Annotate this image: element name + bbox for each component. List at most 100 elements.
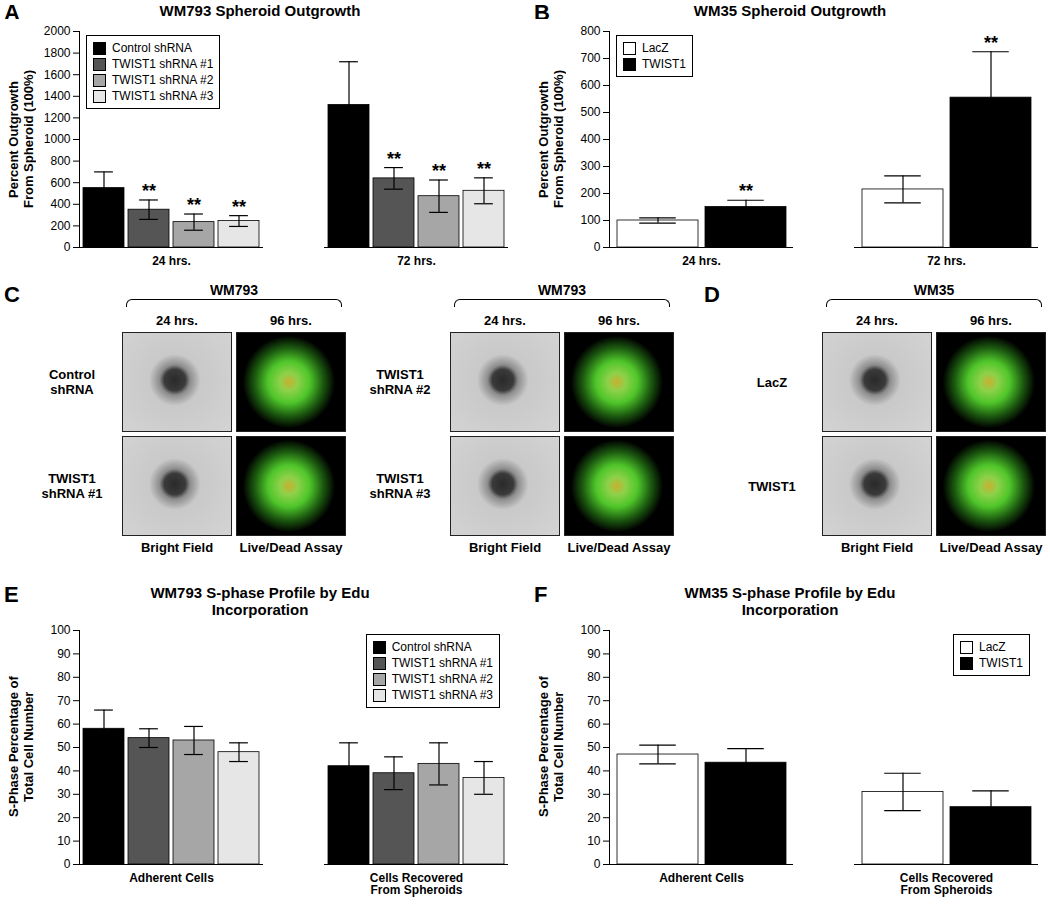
html-text:Total Cell Number: Total Cell Number <box>551 691 566 803</box>
html-text:TWIST1: TWIST1 <box>748 478 796 494</box>
svg-text:50: 50 <box>57 740 71 754</box>
svg-text:20: 20 <box>57 811 71 825</box>
svg-text:Adherent Cells: Adherent Cells <box>659 871 744 885</box>
svg-text:200: 200 <box>580 186 600 200</box>
svg-text:Cells RecoveredFrom Spheroids: Cells RecoveredFrom Spheroids <box>900 871 993 897</box>
html-text:WM793 S-phase Profile by Edu I: WM793 S-phase Profile by Edu Incorporati… <box>150 584 370 618</box>
html-text:TWIST1 shRNA #1: TWIST1 shRNA #1 <box>112 57 214 71</box>
svg-text:**: ** <box>142 181 156 201</box>
svg-text:**: ** <box>187 195 201 215</box>
html-text:Live/Dead Assay: Live/Dead Assay <box>939 540 1043 555</box>
svg-text:100: 100 <box>50 623 70 637</box>
svg-text:600: 600 <box>580 78 600 92</box>
svg-text:70: 70 <box>57 694 71 708</box>
svg-text:**: ** <box>477 159 491 179</box>
html-text:TWIST1 shRNA #2: TWIST1 shRNA #2 <box>369 367 431 397</box>
svg-text:600: 600 <box>50 176 70 190</box>
html-text:Total Cell Number: Total Cell Number <box>21 691 36 803</box>
svg-text:100: 100 <box>580 213 600 227</box>
svg-text:1600: 1600 <box>44 68 71 82</box>
svg-text:70: 70 <box>587 694 601 708</box>
svg-text:500: 500 <box>580 105 600 119</box>
html-text:A: A <box>4 0 20 25</box>
svg-text:90: 90 <box>57 647 71 661</box>
svg-text:60: 60 <box>587 717 601 731</box>
svg-text:80: 80 <box>587 670 601 684</box>
html-text:WM793: WM793 <box>209 282 259 298</box>
html-text:Percent Outgrowth: Percent Outgrowth <box>6 80 21 198</box>
html-text:WM793: WM793 <box>537 282 587 298</box>
html-text:LacZ: LacZ <box>756 374 788 390</box>
html-text:96 hrs.: 96 hrs. <box>270 313 312 328</box>
svg-text:**: ** <box>984 33 998 53</box>
svg-text:60: 60 <box>57 717 71 731</box>
svg-text:**: ** <box>232 197 246 217</box>
svg-text:20: 20 <box>587 811 601 825</box>
html-text:24 hrs.: 24 hrs. <box>156 313 198 328</box>
html-text:From Spheroid (100%): From Spheroid (100%) <box>21 70 36 208</box>
svg-text:1200: 1200 <box>44 111 71 125</box>
html-text:TWIST1 shRNA #2: TWIST1 shRNA #2 <box>112 73 214 87</box>
svg-text:**: ** <box>432 161 446 181</box>
svg-text:40: 40 <box>587 764 601 778</box>
svg-text:Cells RecoveredFrom Spheroids: Cells RecoveredFrom Spheroids <box>370 871 463 897</box>
svg-text:800: 800 <box>50 154 70 168</box>
html-text:Live/Dead Assay: Live/Dead Assay <box>567 540 671 555</box>
svg-text:0: 0 <box>594 240 601 254</box>
html-text:WM35 S-phase Profile by Edu In: WM35 S-phase Profile by Edu Incorporatio… <box>684 584 896 618</box>
svg-text:0: 0 <box>64 857 71 871</box>
svg-text:80: 80 <box>57 670 71 684</box>
html-text:Control shRNA: Control shRNA <box>48 367 96 397</box>
svg-text:700: 700 <box>580 51 600 65</box>
svg-text:100: 100 <box>580 623 600 637</box>
svg-text:30: 30 <box>587 787 601 801</box>
svg-text:30: 30 <box>57 787 71 801</box>
html-text:TWIST1 shRNA #3: TWIST1 shRNA #3 <box>112 89 214 103</box>
html-text:TWIST1 shRNA #1: TWIST1 shRNA #1 <box>41 471 103 501</box>
html-text:Bright Field: Bright Field <box>140 540 214 555</box>
svg-text:800: 800 <box>580 24 600 38</box>
html-text:From Spheroid (100%): From Spheroid (100%) <box>551 70 566 208</box>
svg-text:**: ** <box>739 181 753 201</box>
svg-text:0: 0 <box>594 857 601 871</box>
svg-text:1400: 1400 <box>44 89 71 103</box>
html-text:Bright Field: Bright Field <box>840 540 914 555</box>
html-text:96 hrs.: 96 hrs. <box>598 313 640 328</box>
svg-text:400: 400 <box>50 197 70 211</box>
html-text:S-Phase Percentage of: S-Phase Percentage of <box>6 676 21 818</box>
html-text:D: D <box>704 282 720 307</box>
svg-text:10: 10 <box>57 834 71 848</box>
svg-text:1000: 1000 <box>44 132 71 146</box>
svg-text:**: ** <box>387 149 401 169</box>
svg-text:50: 50 <box>587 740 601 754</box>
html-text:Bright Field: Bright Field <box>468 540 542 555</box>
svg-text:300: 300 <box>580 159 600 173</box>
svg-text:Adherent Cells: Adherent Cells <box>129 871 214 885</box>
html-text:Live/Dead Assay: Live/Dead Assay <box>239 540 343 555</box>
svg-text:72 hrs.: 72 hrs. <box>927 254 966 268</box>
html-text:WM35: WM35 <box>913 282 955 298</box>
svg-text:200: 200 <box>50 219 70 233</box>
html-text:24 hrs.: 24 hrs. <box>484 313 526 328</box>
html-text:WM35 Spheroid Outgrowth: WM35 Spheroid Outgrowth <box>693 2 887 19</box>
svg-text:90: 90 <box>587 647 601 661</box>
svg-text:400: 400 <box>580 132 600 146</box>
svg-text:24 hrs.: 24 hrs. <box>682 254 721 268</box>
html-text:TWIST1 shRNA #3: TWIST1 shRNA #3 <box>369 471 431 501</box>
svg-text:40: 40 <box>57 764 71 778</box>
svg-text:0: 0 <box>64 240 71 254</box>
html-text:Control shRNA: Control shRNA <box>112 41 192 55</box>
svg-text:24 hrs.: 24 hrs. <box>152 254 191 268</box>
html-text:S-Phase Percentage of: S-Phase Percentage of <box>536 676 551 818</box>
html-text:C: C <box>4 282 20 307</box>
svg-text:2000: 2000 <box>44 24 71 38</box>
svg-text:72 hrs.: 72 hrs. <box>397 254 436 268</box>
html-text:E: E <box>4 582 19 607</box>
svg-text:10: 10 <box>587 834 601 848</box>
html-text:Percent Outgrowth: Percent Outgrowth <box>536 80 551 198</box>
html-text:24 hrs.: 24 hrs. <box>856 313 898 328</box>
html-text:B: B <box>534 0 550 25</box>
html-text:96 hrs.: 96 hrs. <box>970 313 1012 328</box>
svg-text:1800: 1800 <box>44 46 71 60</box>
html-text:WM793 Spheroid Outgrowth: WM793 Spheroid Outgrowth <box>159 2 361 19</box>
